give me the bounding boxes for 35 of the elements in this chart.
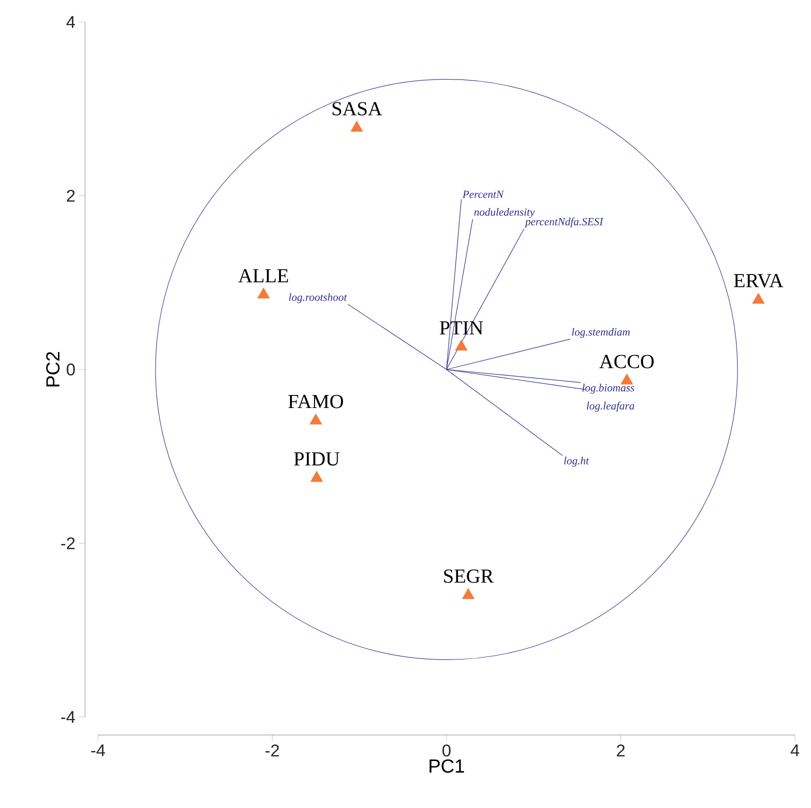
annotation: PIDU xyxy=(294,452,340,466)
y-tick-label: -2 xyxy=(61,537,75,550)
series-label: log.stemdiam xyxy=(572,328,630,338)
annotation: SEGR xyxy=(444,569,494,583)
series-label: PercentN xyxy=(462,190,504,198)
x-tick-label: -4 xyxy=(91,744,106,756)
point xyxy=(310,470,323,482)
point xyxy=(310,414,322,424)
y-axis-title: PC2 xyxy=(46,352,60,386)
point xyxy=(350,120,364,132)
y-tick-label: -4 xyxy=(61,711,75,723)
point xyxy=(257,288,270,298)
x-tick-label: 4 xyxy=(790,744,800,756)
point xyxy=(455,340,468,351)
series-label: noduledensity xyxy=(474,208,535,218)
series-label: log.biomass xyxy=(582,384,634,394)
y-tick-label: 0 xyxy=(66,364,75,376)
annotation: SASA xyxy=(332,102,382,116)
x-tick-label: 0 xyxy=(442,744,451,757)
series-label: log.ht xyxy=(564,456,590,467)
y-tick-label: 4 xyxy=(66,16,75,28)
y-tick-label: 2 xyxy=(66,190,75,202)
series-label: log.rootshoot xyxy=(289,293,348,304)
series-label: percentNdfa.SESI xyxy=(524,218,604,228)
x-tick-label: 2 xyxy=(616,744,625,756)
annotation: ERVA xyxy=(734,274,784,288)
annotation: ACCO xyxy=(599,354,654,368)
point xyxy=(620,374,634,384)
x-axis-title: PC1 xyxy=(430,759,464,773)
annotation: ALLE xyxy=(238,269,288,282)
series-label: log.leafara xyxy=(586,402,634,412)
point xyxy=(462,588,475,600)
x-tick-label: -2 xyxy=(265,744,279,756)
point xyxy=(752,292,765,304)
annotation: FAMO xyxy=(288,394,344,408)
